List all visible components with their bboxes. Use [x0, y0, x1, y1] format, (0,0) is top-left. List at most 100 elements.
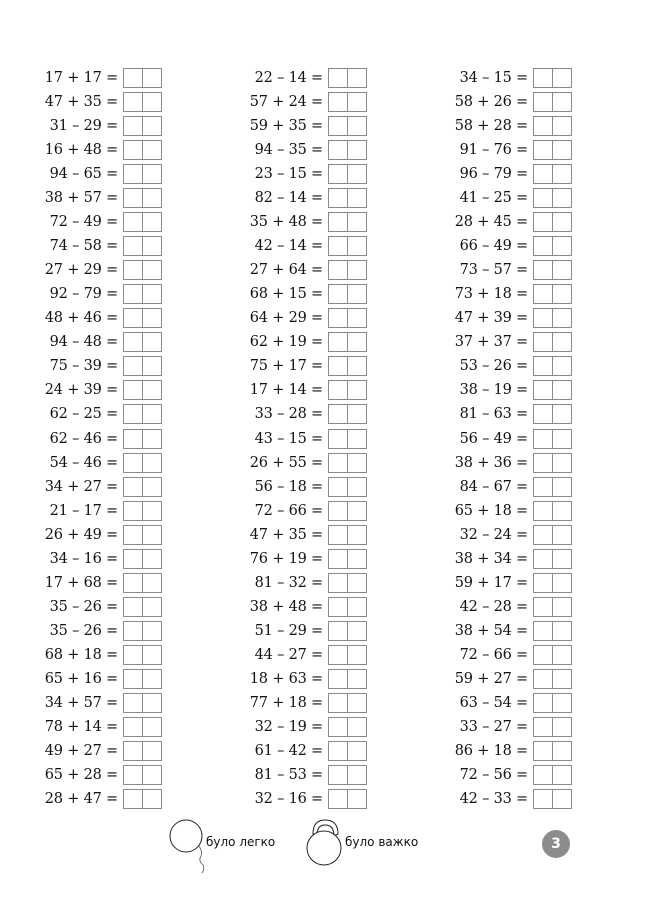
answer-boxes[interactable] — [123, 524, 162, 545]
answer-boxes[interactable] — [533, 788, 572, 809]
answer-boxes[interactable] — [328, 404, 367, 425]
answer-tens-cell[interactable] — [534, 766, 552, 784]
answer-boxes[interactable] — [328, 260, 367, 281]
answer-boxes[interactable] — [533, 500, 572, 521]
answer-ones-cell[interactable] — [347, 357, 366, 376]
answer-ones-cell[interactable] — [347, 717, 366, 736]
answer-ones-cell[interactable] — [142, 381, 161, 400]
answer-ones-cell[interactable] — [142, 525, 161, 544]
answer-tens-cell[interactable] — [124, 261, 142, 279]
answer-tens-cell[interactable] — [329, 430, 347, 448]
answer-ones-cell[interactable] — [347, 525, 366, 544]
answer-ones-cell[interactable] — [552, 645, 571, 664]
answer-boxes[interactable] — [533, 308, 572, 329]
answer-boxes[interactable] — [123, 788, 162, 809]
answer-tens-cell[interactable] — [534, 454, 552, 472]
answer-ones-cell[interactable] — [552, 501, 571, 520]
answer-boxes[interactable] — [123, 380, 162, 401]
answer-boxes[interactable] — [328, 380, 367, 401]
answer-ones-cell[interactable] — [347, 789, 366, 808]
answer-boxes[interactable] — [328, 476, 367, 497]
answer-tens-cell[interactable] — [534, 502, 552, 520]
answer-boxes[interactable] — [533, 572, 572, 593]
answer-boxes[interactable] — [123, 332, 162, 353]
answer-tens-cell[interactable] — [124, 718, 142, 736]
answer-boxes[interactable] — [533, 548, 572, 569]
answer-boxes[interactable] — [328, 788, 367, 809]
answer-tens-cell[interactable] — [124, 357, 142, 375]
answer-boxes[interactable] — [328, 212, 367, 233]
answer-ones-cell[interactable] — [552, 381, 571, 400]
answer-ones-cell[interactable] — [552, 237, 571, 256]
answer-boxes[interactable] — [533, 644, 572, 665]
answer-ones-cell[interactable] — [552, 357, 571, 376]
answer-boxes[interactable] — [328, 740, 367, 761]
answer-tens-cell[interactable] — [124, 670, 142, 688]
answer-ones-cell[interactable] — [347, 309, 366, 328]
answer-tens-cell[interactable] — [124, 165, 142, 183]
answer-boxes[interactable] — [328, 284, 367, 305]
answer-ones-cell[interactable] — [552, 429, 571, 448]
answer-tens-cell[interactable] — [124, 574, 142, 592]
answer-ones-cell[interactable] — [347, 213, 366, 232]
answer-tens-cell[interactable] — [124, 790, 142, 808]
answer-tens-cell[interactable] — [329, 69, 347, 87]
answer-ones-cell[interactable] — [552, 597, 571, 616]
answer-boxes[interactable] — [123, 764, 162, 785]
answer-ones-cell[interactable] — [347, 597, 366, 616]
answer-boxes[interactable] — [328, 236, 367, 257]
answer-tens-cell[interactable] — [124, 766, 142, 784]
answer-ones-cell[interactable] — [347, 69, 366, 87]
answer-ones-cell[interactable] — [142, 741, 161, 760]
hard-label[interactable]: було важко — [345, 835, 419, 849]
answer-ones-cell[interactable] — [552, 93, 571, 111]
answer-boxes[interactable] — [123, 92, 162, 112]
answer-boxes[interactable] — [123, 452, 162, 473]
answer-tens-cell[interactable] — [329, 718, 347, 736]
answer-ones-cell[interactable] — [552, 621, 571, 640]
answer-boxes[interactable] — [328, 500, 367, 521]
answer-ones-cell[interactable] — [347, 405, 366, 424]
answer-boxes[interactable] — [533, 116, 572, 137]
answer-tens-cell[interactable] — [534, 165, 552, 183]
answer-tens-cell[interactable] — [534, 285, 552, 303]
answer-boxes[interactable] — [123, 188, 162, 209]
answer-tens-cell[interactable] — [329, 237, 347, 255]
answer-tens-cell[interactable] — [534, 790, 552, 808]
answer-tens-cell[interactable] — [329, 333, 347, 351]
answer-tens-cell[interactable] — [124, 333, 142, 351]
answer-tens-cell[interactable] — [329, 285, 347, 303]
answer-ones-cell[interactable] — [142, 117, 161, 136]
answer-tens-cell[interactable] — [124, 478, 142, 496]
answer-tens-cell[interactable] — [124, 285, 142, 303]
answer-ones-cell[interactable] — [142, 789, 161, 808]
answer-tens-cell[interactable] — [124, 646, 142, 664]
answer-boxes[interactable] — [123, 476, 162, 497]
answer-ones-cell[interactable] — [347, 93, 366, 111]
answer-tens-cell[interactable] — [329, 766, 347, 784]
answer-ones-cell[interactable] — [347, 621, 366, 640]
answer-ones-cell[interactable] — [552, 165, 571, 184]
answer-tens-cell[interactable] — [534, 550, 552, 568]
answer-ones-cell[interactable] — [552, 69, 571, 87]
answer-boxes[interactable] — [328, 644, 367, 665]
answer-tens-cell[interactable] — [534, 117, 552, 135]
answer-boxes[interactable] — [328, 692, 367, 713]
answer-ones-cell[interactable] — [552, 333, 571, 352]
answer-tens-cell[interactable] — [329, 405, 347, 423]
answer-boxes[interactable] — [328, 68, 367, 88]
answer-tens-cell[interactable] — [534, 141, 552, 159]
answer-boxes[interactable] — [533, 188, 572, 209]
answer-tens-cell[interactable] — [124, 141, 142, 159]
answer-ones-cell[interactable] — [142, 477, 161, 496]
answer-tens-cell[interactable] — [534, 189, 552, 207]
answer-ones-cell[interactable] — [347, 573, 366, 592]
answer-ones-cell[interactable] — [552, 765, 571, 784]
answer-ones-cell[interactable] — [142, 69, 161, 87]
answer-tens-cell[interactable] — [124, 454, 142, 472]
answer-boxes[interactable] — [533, 452, 572, 473]
answer-boxes[interactable] — [123, 404, 162, 425]
answer-tens-cell[interactable] — [534, 213, 552, 231]
answer-boxes[interactable] — [533, 284, 572, 305]
answer-ones-cell[interactable] — [552, 285, 571, 304]
